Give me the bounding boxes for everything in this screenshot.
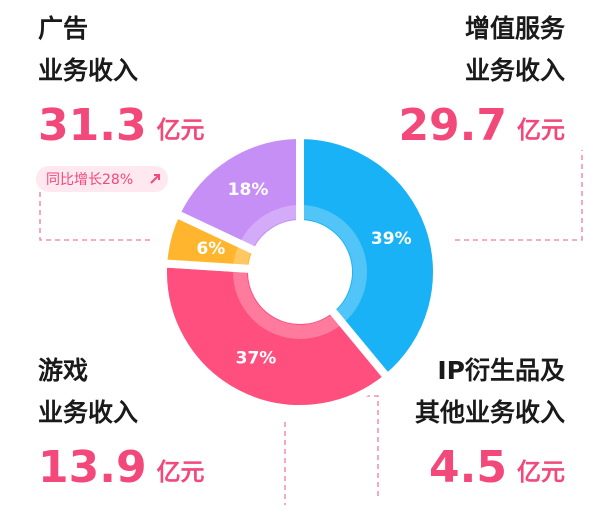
amount: 4.5 [429, 442, 507, 493]
inner-ring [233, 205, 367, 339]
amount: 29.7 [398, 100, 507, 151]
amount: 31.3 [38, 100, 147, 151]
segment-label: 18% [228, 180, 269, 200]
leader-line [365, 395, 379, 500]
donut-segment [172, 131, 304, 256]
segment-label: 6% [196, 239, 225, 259]
segment-label: 37% [236, 348, 277, 368]
leader-line [39, 192, 150, 241]
unit: 亿元 [157, 458, 205, 486]
growth-badge [36, 166, 168, 192]
category-name: 其他业务收入 [415, 398, 565, 427]
unit: 亿元 [517, 116, 565, 144]
category-name: 业务收入 [38, 398, 138, 427]
category-name: IP衍生品及 [437, 356, 565, 385]
unit: 亿元 [157, 116, 205, 144]
growth-text: 同比增长28% [46, 172, 133, 188]
donut-segment [296, 131, 441, 382]
segment-label: 39% [371, 229, 412, 249]
category-name: 游戏 [38, 356, 88, 385]
donut-segment [159, 259, 392, 413]
category-name: 业务收入 [465, 56, 565, 85]
leader-line [455, 150, 583, 241]
category-name: 增值服务 [465, 14, 565, 43]
growth-arrow [150, 174, 160, 184]
amount: 13.9 [38, 442, 147, 493]
category-name: 广告 [38, 14, 88, 43]
category-name: 业务收入 [38, 56, 138, 85]
unit: 亿元 [517, 458, 565, 486]
